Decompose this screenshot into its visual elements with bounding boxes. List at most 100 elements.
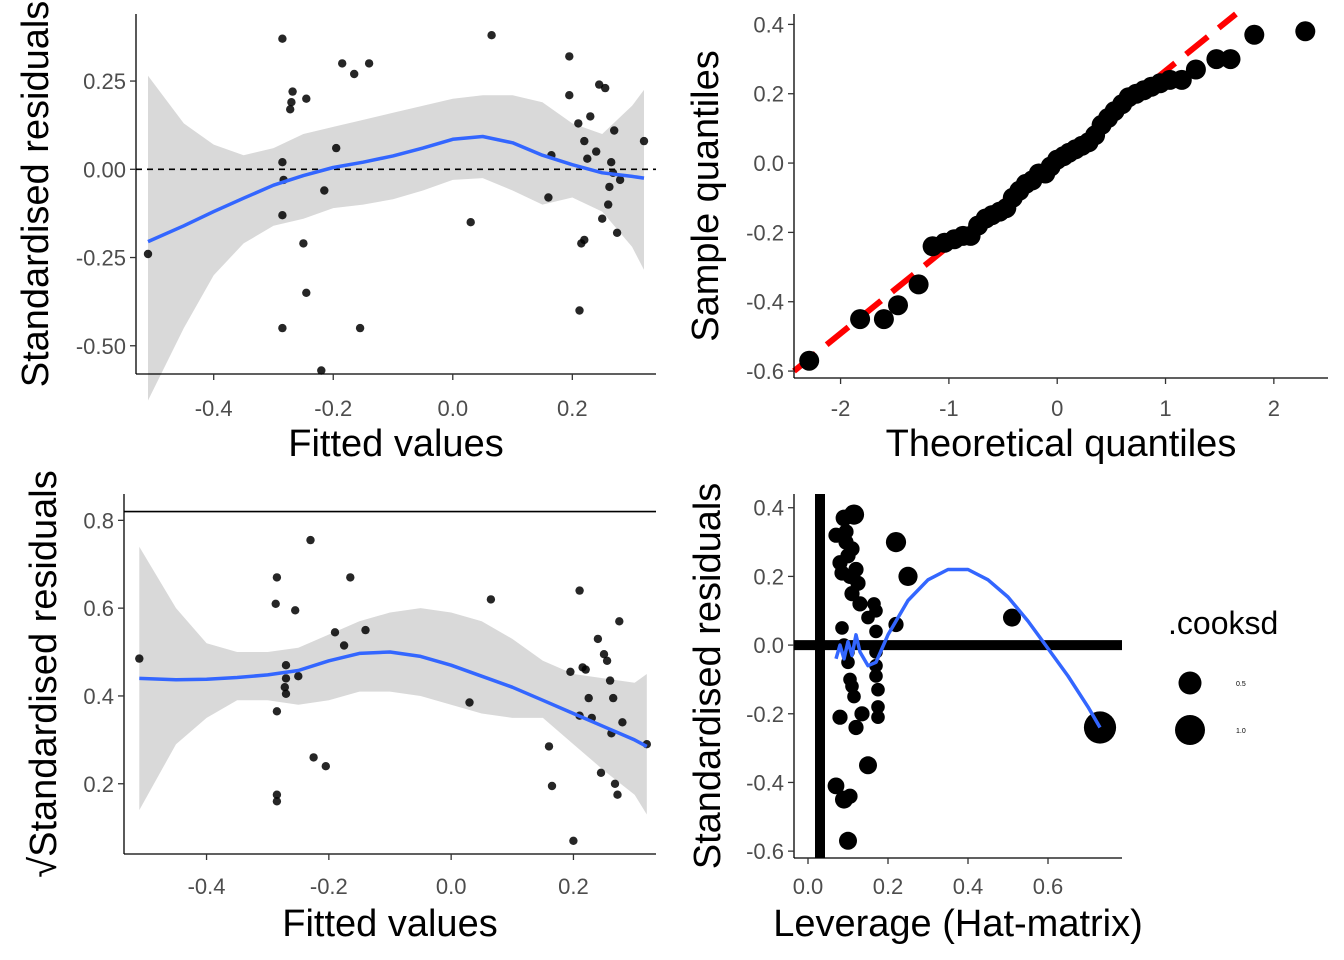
p2-y-tick-label: 0.2 <box>753 82 784 107</box>
p3-data-point <box>609 693 618 703</box>
p3-data-point <box>272 790 282 799</box>
p4-x-tick-label: 0.2 <box>873 874 904 899</box>
p4-x-tick-label: 0.0 <box>793 874 824 899</box>
p1-x-tick-label: -0.4 <box>195 396 233 421</box>
p1-data-point <box>143 249 153 259</box>
p4-data-point <box>854 706 870 722</box>
p1-data-point <box>583 154 592 163</box>
p4-data-point <box>852 596 868 612</box>
p1-data-point <box>598 214 607 223</box>
p2-y-tick-label: 0.0 <box>753 151 784 176</box>
p3-data-point <box>135 654 144 663</box>
p2-data-point <box>1185 59 1206 80</box>
p2-data-point <box>1220 49 1241 70</box>
p1-data-point <box>332 143 341 153</box>
p4-data-point <box>835 621 849 635</box>
p3-data-point <box>599 650 609 659</box>
p4-y-tick-label: 0.2 <box>753 564 784 589</box>
p4-y-tick-label: -0.2 <box>746 702 784 727</box>
p3-sqrt-symbol: √ <box>23 857 65 878</box>
p4-data-point <box>869 604 883 618</box>
p3-data-point <box>291 606 300 615</box>
p2-y-axis-title: Sample quantiles <box>685 50 727 342</box>
p3-data-point <box>584 693 593 703</box>
p2-panel: -2 -1 0 1 2 -0.6 -0.4 -0.2 0.0 0.2 0.4 Theoretical … <box>685 11 1328 465</box>
p4-smooth-line <box>834 567 1102 729</box>
p1-data-point <box>278 158 287 167</box>
p3-data-point <box>602 656 612 665</box>
p2-y-tick-label: -0.6 <box>746 359 784 384</box>
p4-data-point <box>885 532 907 553</box>
p3-data-point <box>272 573 282 582</box>
p3-data-point <box>330 628 340 637</box>
p1-confidence-band <box>148 75 644 401</box>
p3-x-tick-label: -0.4 <box>188 874 226 899</box>
p3-data-point <box>569 836 578 845</box>
p3-data-point <box>575 586 584 595</box>
p3-smooth-line <box>139 650 648 748</box>
p2-x-tick-label: -2 <box>831 396 851 421</box>
p3-data-point <box>547 781 557 791</box>
p4-panel: 0.0 0.2 0.4 0.6 -0.6 -0.4 -0.2 0.0 0.2 0.4 Leverag… <box>687 483 1278 945</box>
p1-data-point <box>580 136 589 146</box>
p1-data-point <box>639 136 649 146</box>
p4-data-point <box>869 669 883 683</box>
p4-data-point <box>869 624 883 639</box>
p4-data-point <box>850 575 866 591</box>
p1-y-tick-label: -0.25 <box>76 246 126 271</box>
p2-data-point <box>1244 24 1265 45</box>
p4-data-point <box>842 788 858 804</box>
p3-data-point <box>618 718 627 727</box>
p3-data-point <box>361 625 370 635</box>
p4-legend-key <box>1175 715 1205 745</box>
p4-data-point <box>871 710 885 724</box>
p3-data-point <box>465 698 474 707</box>
p4-data-point <box>871 682 885 697</box>
p2-y-tick-label: -0.2 <box>746 220 784 245</box>
p3-y-tick-label: 0.6 <box>83 596 114 621</box>
p4-x-tick-label: 0.6 <box>1033 874 1064 899</box>
p2-data-point <box>1171 69 1192 90</box>
p3-data-point <box>281 661 291 670</box>
p4-data-point <box>848 719 864 736</box>
p4-x-tick-label: 0.4 <box>953 874 984 899</box>
p1-x-tick-label: 0.0 <box>437 396 468 421</box>
p4-y-axis-title-text: Standardised residuals <box>687 483 729 870</box>
p1-data-point <box>302 94 311 103</box>
p3-y-tick-label: 0.4 <box>83 684 114 709</box>
p3-data-point <box>593 634 603 644</box>
p4-y-axis-title: Standardised residuals <box>687 483 729 870</box>
p4-data-point <box>832 709 848 725</box>
p1-data-point <box>565 52 574 61</box>
p1-data-point <box>544 193 553 202</box>
p2-data-point <box>850 309 871 330</box>
p3-data-point <box>281 689 291 698</box>
p3-x-tick-label: 0.0 <box>436 874 467 899</box>
p2-data-point <box>873 309 894 330</box>
p2-data-point <box>799 350 820 371</box>
p3-data-point <box>544 742 554 751</box>
p1-data-point <box>575 306 584 315</box>
p2-data-point <box>1295 21 1316 42</box>
p1-data-point <box>364 59 374 68</box>
p1-data-point <box>338 59 347 68</box>
p1-data-point <box>580 235 589 245</box>
p1-data-point <box>355 323 365 333</box>
p4-data-point <box>871 700 885 714</box>
p4-data-point <box>848 561 864 578</box>
p3-y-axis-title-text: Standardised residuals <box>23 470 65 857</box>
p3-y-tick-label: 0.2 <box>83 772 114 797</box>
p3-data-point <box>613 790 622 799</box>
p2-y-axis-title-text: Sample quantiles <box>685 50 727 342</box>
p1-data-point <box>604 200 613 209</box>
p1-y-tick-label: -0.50 <box>76 334 126 359</box>
p3-data-point <box>272 707 282 716</box>
p3-data-point <box>615 617 624 626</box>
p3-data-point <box>306 535 315 545</box>
p4-y-tick-label: 0.4 <box>753 496 784 521</box>
p3-data-point <box>321 762 330 771</box>
p3-data-point <box>309 753 318 762</box>
p4-legend-label: 1.0 <box>1236 728 1246 735</box>
p4-x-axis-title: Leverage (Hat-matrix) <box>773 903 1143 945</box>
p2-x-tick-label: 0 <box>1051 396 1063 421</box>
